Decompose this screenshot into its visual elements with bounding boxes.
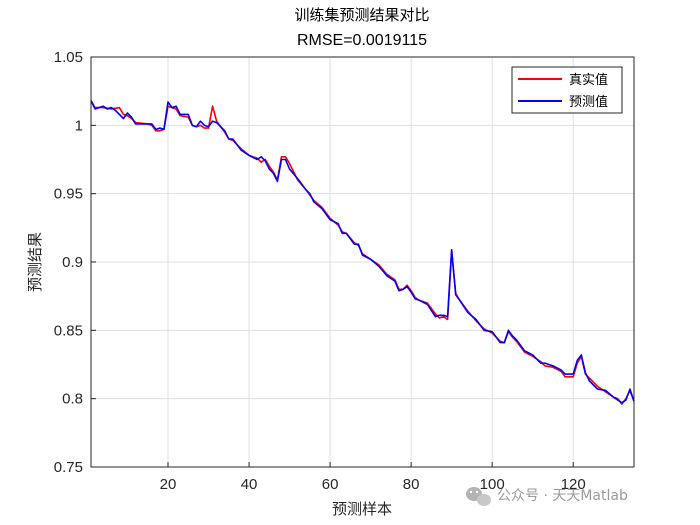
- series-lines: [90, 100, 635, 405]
- x-axis-label: 预测样本: [332, 500, 392, 518]
- x-tick-label: 80: [403, 476, 420, 493]
- x-tick-label: 120: [561, 476, 586, 493]
- x-tick-label: 20: [160, 476, 177, 493]
- legend-box: [511, 66, 623, 114]
- x-tick-label: 60: [322, 476, 339, 493]
- series-line-true: [90, 100, 635, 405]
- legend-label-pred: 预测值: [569, 94, 608, 110]
- y-tick-label: 0.95: [54, 186, 83, 203]
- axis-ticks: 20 40 60 80 100 120 0.75 0.8 0.85 0.9 0.95 1 1.05: [54, 49, 586, 493]
- y-axis-label: 预测结果: [26, 232, 44, 292]
- x-tick-label: 100: [480, 476, 505, 493]
- y-tick-label: 1: [75, 117, 83, 134]
- y-tick-label: 0.85: [54, 322, 83, 339]
- watermark: 公众号 · 天天Matlab: [466, 487, 628, 506]
- y-tick-label: 0.75: [54, 459, 83, 476]
- legend-label-true: 真实值: [569, 72, 608, 88]
- y-tick-label: 1.05: [54, 49, 83, 66]
- chart-title: 训练集预测结果对比: [294, 6, 429, 24]
- x-tick-label: 40: [241, 476, 258, 493]
- series-line-pred: [90, 100, 635, 404]
- y-tick-label: 0.9: [62, 254, 83, 271]
- chart-subtitle: RMSE=0.0019115: [297, 32, 427, 49]
- watermark-text: 公众号 · 天天Matlab: [497, 488, 628, 504]
- legend: 真实值 预测值: [511, 66, 623, 114]
- y-tick-label: 0.8: [62, 391, 83, 408]
- wechat-icon: [466, 487, 491, 506]
